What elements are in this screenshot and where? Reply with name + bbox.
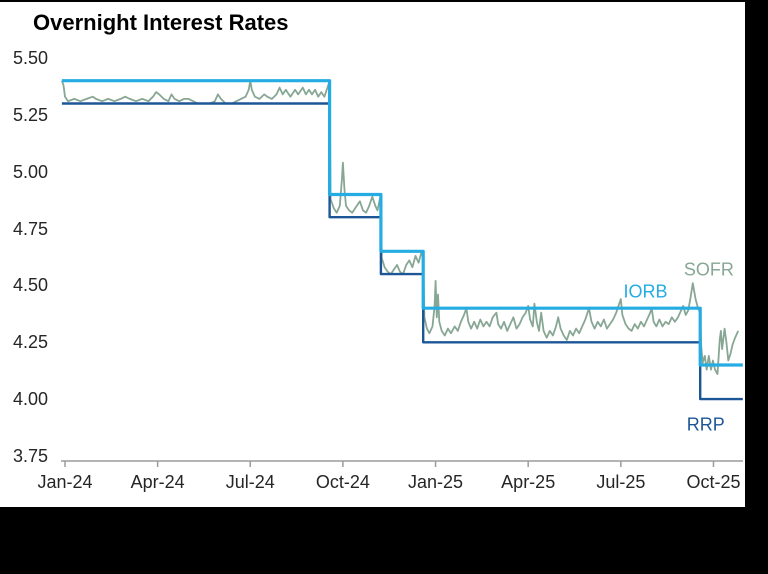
x-tick-label: Apr-24 [130,472,185,492]
y-tick-label: 5.50 [12,48,48,68]
y-tick-label: 5.00 [12,161,48,182]
series-label-sofr: SOFR [683,259,734,279]
y-tick-label: 4.25 [12,332,48,353]
x-tick-label: Jul-24 [225,472,275,492]
y-tick-label: 3.75 [12,446,48,466]
x-tick-label: Oct-24 [315,472,370,492]
y-tick-label: 5.25 [12,104,48,125]
sofr-line [61,79,740,375]
x-tick-label: Jan-24 [37,472,93,492]
iorb-line [61,79,743,367]
y-tick-label: 4.50 [12,275,48,296]
y-tick-label: 4.00 [12,389,48,410]
x-tick-label: Apr-25 [501,472,556,492]
x-tick-label: Oct-25 [686,472,741,492]
chart-panel: Overnight Interest Rates 5.50 5.25 5.00 4.7… [0,2,745,507]
x-tick-label: Jan-25 [408,472,464,492]
chart-plot [61,79,743,467]
y-tick-label: 4.75 [12,218,48,239]
x-tick-label: Jul-25 [596,472,646,492]
series-label-rrp: RRP [686,414,725,435]
series-label-iorb: IORB [623,281,668,302]
chart-title: Overnight Interest Rates [33,10,289,35]
